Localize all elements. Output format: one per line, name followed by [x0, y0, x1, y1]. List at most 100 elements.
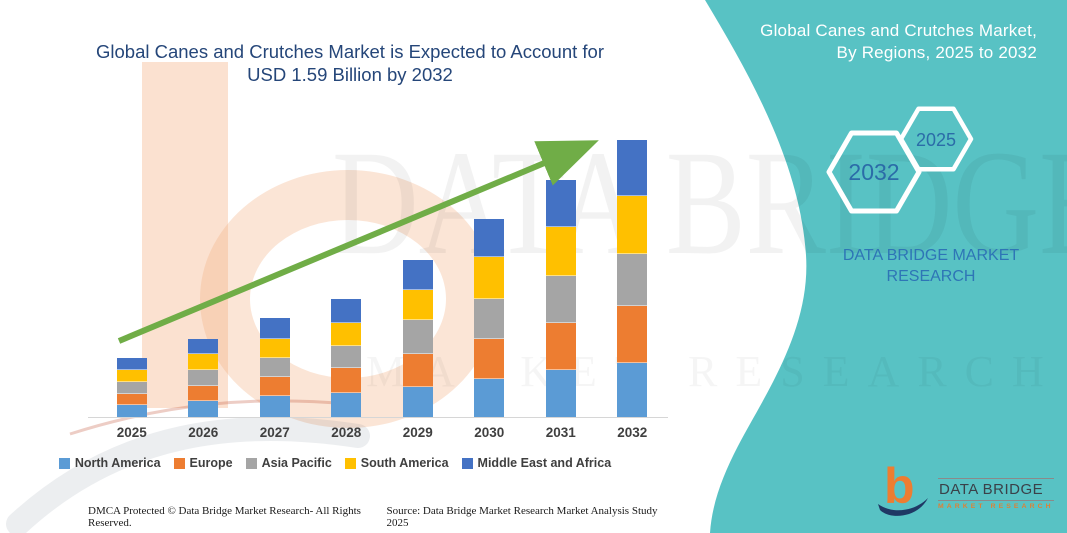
bar-segment-2025-middle-east-and-africa — [116, 357, 147, 371]
bar-segment-2031-europe — [545, 323, 576, 370]
side-panel-heading: Global Canes and Crutches Market, By Reg… — [657, 20, 1037, 64]
logo-subtitle: MARKET RESEARCH — [938, 503, 1054, 510]
x-axis-line — [88, 417, 668, 418]
x-axis-label-2029: 2029 — [402, 425, 433, 440]
bar-segment-2031-south-america — [545, 227, 576, 276]
bar-segment-2029-europe — [402, 354, 433, 388]
bar-segment-2026-europe — [188, 385, 219, 402]
bar-chart-plot-area — [96, 130, 668, 417]
logo-b-letter: b — [884, 458, 915, 514]
bar-slot-2032 — [597, 130, 669, 417]
side-panel-heading-line2: By Regions, 2025 to 2032 — [836, 43, 1037, 62]
legend-label-south-america: South America — [360, 456, 449, 470]
bar-segment-2028-south-america — [331, 323, 362, 346]
bar-segment-2027-europe — [259, 377, 290, 397]
databridge-logo-mark: b — [876, 458, 932, 522]
bar-segment-2025-south-america — [116, 370, 147, 383]
footer: DMCA Protected © Data Bridge Market Rese… — [88, 505, 663, 529]
bar-segment-2030-middle-east-and-africa — [474, 218, 505, 257]
legend-item-europe: Europe — [173, 456, 233, 470]
legend-swatch-europe — [173, 457, 185, 469]
footer-source-text: Source: Data Bridge Market Research Mark… — [386, 505, 658, 529]
bar-segment-2025-north-america — [116, 404, 147, 417]
chart-title: Global Canes and Crutches Market is Expe… — [60, 40, 640, 86]
chart-title-line2: USD 1.59 Billion by 2032 — [247, 64, 453, 85]
bar-segment-2026-middle-east-and-africa — [188, 338, 219, 355]
chart-title-line1: Global Canes and Crutches Market is Expe… — [96, 41, 604, 62]
side-panel-brand-caption-line1: DATA BRIDGE MARKET — [842, 247, 1020, 264]
bar-segment-2032-middle-east-and-africa — [617, 140, 648, 197]
stacked-bar-2027 — [259, 317, 290, 417]
bar-segment-2026-north-america — [188, 401, 219, 417]
bar-segment-2031-middle-east-and-africa — [545, 180, 576, 228]
bar-segment-2028-north-america — [331, 392, 362, 417]
bar-segment-2028-asia-pacific — [331, 345, 362, 369]
legend-item-middle-east-and-africa: Middle East and Africa — [461, 456, 612, 470]
stacked-bar-2029 — [402, 260, 433, 417]
bar-segment-2029-middle-east-and-africa — [402, 260, 433, 290]
bar-segment-2030-europe — [474, 338, 505, 379]
bar-slot-2030 — [454, 130, 526, 417]
x-axis-label-2027: 2027 — [259, 425, 290, 440]
bar-segment-2026-south-america — [188, 354, 219, 370]
x-axis-label-2032: 2032 — [617, 425, 648, 440]
bar-segment-2029-asia-pacific — [402, 319, 433, 355]
bar-segment-2032-north-america — [617, 363, 648, 417]
legend-swatch-asia-pacific — [245, 457, 257, 469]
logo-swoosh-icon — [878, 498, 928, 516]
logo-name: DATA BRIDGE — [938, 478, 1054, 501]
stacked-bar-2026 — [188, 338, 219, 417]
footer-dmca-text: DMCA Protected © Data Bridge Market Rese… — [88, 505, 361, 529]
bar-segment-2031-asia-pacific — [545, 276, 576, 323]
bar-segment-2025-asia-pacific — [116, 382, 147, 395]
bar-segment-2026-asia-pacific — [188, 369, 219, 386]
bar-segment-2028-europe — [331, 368, 362, 393]
legend-swatch-north-america — [58, 457, 70, 469]
side-panel-brand-caption: DATA BRIDGE MARKET RESEARCH — [816, 245, 1046, 287]
x-axis-label-2031: 2031 — [545, 425, 576, 440]
legend-item-south-america: South America — [344, 456, 449, 470]
stacked-bar-2025 — [116, 357, 147, 417]
legend-item-north-america: North America — [58, 456, 161, 470]
bar-slot-2026 — [168, 130, 240, 417]
bar-segment-2029-north-america — [402, 387, 433, 417]
bar-slot-2027 — [239, 130, 311, 417]
legend-swatch-middle-east-and-africa — [461, 457, 473, 469]
bar-segment-2032-europe — [617, 305, 648, 364]
x-axis-label-2025: 2025 — [116, 425, 147, 440]
side-panel-brand-caption-line2: RESEARCH — [886, 268, 976, 285]
chart-legend: North America Europe Asia Pacific South Ame… — [0, 456, 670, 470]
bar-segment-2032-south-america — [617, 196, 648, 254]
bar-segment-2030-north-america — [474, 378, 505, 417]
legend-label-europe: Europe — [189, 456, 233, 470]
stacked-bar-2031 — [545, 180, 576, 417]
bar-segment-2027-south-america — [259, 338, 290, 358]
bar-segment-2029-south-america — [402, 289, 433, 320]
x-axis-label-2030: 2030 — [474, 425, 505, 440]
bar-segment-2031-north-america — [545, 370, 576, 417]
bar-slot-2029 — [382, 130, 454, 417]
bar-segment-2028-middle-east-and-africa — [331, 298, 362, 324]
bar-segment-2027-middle-east-and-africa — [259, 317, 290, 339]
bar-segment-2030-asia-pacific — [474, 298, 505, 339]
bar-segment-2030-south-america — [474, 256, 505, 299]
stacked-bar-2032 — [617, 140, 648, 417]
bar-slot-2031 — [525, 130, 597, 417]
x-axis-labels: 2025 2026 2027 2028 2029 2030 2031 2032 — [96, 425, 668, 440]
legend-label-middle-east-and-africa: Middle East and Africa — [477, 456, 612, 470]
bar-segment-2032-asia-pacific — [617, 253, 648, 306]
bar-segment-2027-asia-pacific — [259, 357, 290, 378]
bar-slot-2025 — [96, 130, 168, 417]
stacked-bar-2030 — [474, 218, 505, 417]
bar-segment-2025-europe — [116, 394, 147, 405]
databridge-logo-text: DATA BRIDGE MARKET RESEARCH — [938, 478, 1054, 510]
legend-swatch-south-america — [344, 457, 356, 469]
legend-item-asia-pacific: Asia Pacific — [245, 456, 332, 470]
bar-slot-2028 — [311, 130, 383, 417]
legend-label-north-america: North America — [74, 456, 161, 470]
x-axis-label-2028: 2028 — [331, 425, 362, 440]
legend-label-asia-pacific: Asia Pacific — [261, 456, 332, 470]
stacked-bar-2028 — [331, 298, 362, 417]
bar-segment-2027-north-america — [259, 396, 290, 417]
